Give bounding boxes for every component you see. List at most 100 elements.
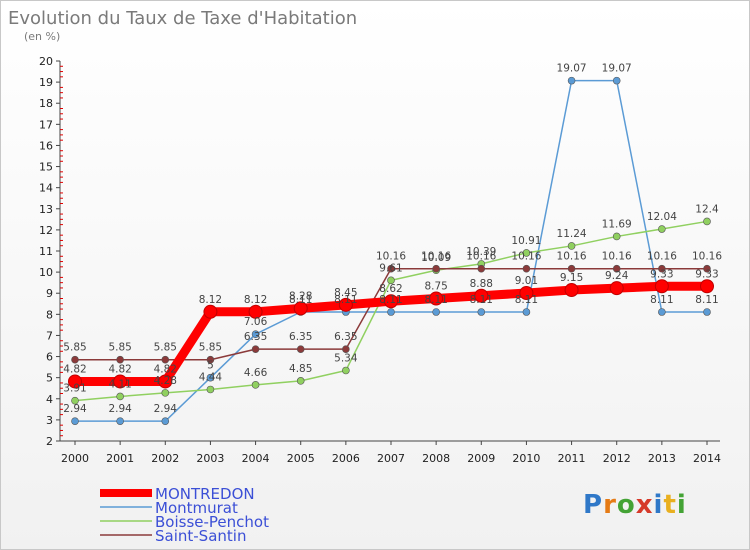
- data-label: 11.69: [602, 218, 632, 230]
- data-point: [71, 417, 79, 425]
- data-point: [522, 249, 531, 257]
- data-label: 4.82: [108, 363, 131, 375]
- data-point: [116, 392, 124, 401]
- data-label: 8.28: [289, 290, 312, 302]
- data-label: 9.33: [650, 268, 673, 280]
- data-point: [251, 345, 260, 353]
- data-label: 3.91: [63, 383, 86, 395]
- data-label: 10.16: [692, 251, 722, 263]
- data-point: [338, 297, 353, 312]
- x-tick-label: 2001: [106, 452, 134, 465]
- data-label: 6.35: [334, 331, 357, 343]
- y-tick-label: 4: [46, 393, 53, 406]
- data-point: [161, 355, 170, 364]
- x-tick-label: 2007: [377, 452, 405, 465]
- data-point: [432, 264, 440, 273]
- data-point: [387, 264, 395, 273]
- data-point: [387, 308, 395, 316]
- data-label: 10.16: [421, 251, 451, 263]
- data-label: 4.44: [199, 371, 223, 383]
- x-tick-label: 2008: [422, 452, 450, 465]
- data-point: [609, 281, 624, 296]
- data-point: [71, 396, 79, 405]
- data-point: [206, 355, 215, 364]
- chart-title: Evolution du Taux de Taxe d'Habitation: [8, 8, 357, 29]
- data-point: [567, 264, 576, 273]
- data-point: [251, 381, 260, 389]
- data-label: 7.06: [244, 316, 268, 328]
- data-label: 10.39: [466, 246, 496, 258]
- data-point: [296, 377, 305, 385]
- data-label: 6.35: [289, 331, 312, 343]
- data-point: [477, 308, 486, 316]
- data-point: [203, 304, 218, 319]
- data-point: [296, 345, 305, 353]
- series-layer: [68, 76, 714, 425]
- data-point: [703, 308, 711, 316]
- data-label: 8.88: [470, 278, 493, 290]
- data-label: 9.61: [379, 262, 402, 274]
- data-labels: 4.82 4.82 4.82 8.12 8.12 8.28 8.45 8.62 8.75 8.88…: [63, 63, 722, 416]
- y-tick-label: 14: [39, 182, 53, 195]
- y-tick-label: 3: [46, 414, 53, 427]
- chart-subtitle: (en %): [24, 30, 60, 43]
- data-point: [251, 330, 260, 338]
- data-point: [567, 242, 576, 250]
- y-tick-label: 9: [46, 287, 53, 300]
- data-label: 2.94: [154, 403, 178, 415]
- data-label: 4.11: [108, 378, 131, 390]
- y-tick-label: 16: [39, 139, 53, 152]
- x-tick-label: 2005: [287, 452, 315, 465]
- data-label: 9.33: [695, 268, 718, 280]
- data-label: 10.16: [511, 251, 541, 263]
- y-tick-label: 19: [39, 76, 53, 89]
- data-label: 8.12: [244, 294, 267, 306]
- x-tick-label: 2004: [242, 452, 270, 465]
- data-label: 8.11: [289, 294, 312, 306]
- data-point: [522, 264, 531, 273]
- data-point: [161, 417, 170, 425]
- y-tick-label: 10: [39, 266, 53, 279]
- data-point: [474, 288, 489, 303]
- x-tick-label: 2010: [512, 452, 540, 465]
- y-tick-label: 2: [46, 435, 53, 448]
- data-label: 5.85: [63, 342, 86, 354]
- data-label: 8.11: [334, 294, 357, 306]
- data-point: [68, 374, 82, 389]
- data-point: [387, 276, 395, 285]
- x-tick-label: 2014: [693, 452, 721, 465]
- data-point: [658, 264, 666, 273]
- data-label: 8.11: [470, 294, 493, 306]
- y-tick-label: 8: [46, 308, 53, 321]
- data-point: [612, 264, 621, 273]
- data-point: [342, 345, 350, 353]
- y-tick-label: 15: [39, 161, 53, 174]
- y-tick-label: 5: [46, 372, 53, 385]
- data-label: 5.85: [108, 342, 131, 354]
- data-label: 8.75: [424, 281, 447, 293]
- x-tick-label: 2013: [648, 452, 676, 465]
- legend-label: Saint-Santin: [155, 527, 246, 545]
- data-label: 5: [207, 360, 214, 372]
- data-point: [567, 76, 576, 85]
- data-point: [658, 308, 666, 316]
- data-point: [612, 76, 621, 85]
- data-point: [293, 301, 308, 316]
- data-label: 9.15: [560, 272, 583, 284]
- data-label: 19.07: [602, 63, 632, 75]
- data-label: 2.94: [108, 403, 132, 415]
- data-label: 6.35: [244, 331, 267, 343]
- legend-label: Montmurat: [155, 499, 238, 517]
- axes: 2 3 4 5 6 7 8 9 10 11 12 13 14 15 16 17 18 19 20 2000 2001 20…: [39, 55, 721, 465]
- data-label: 8.12: [199, 294, 222, 306]
- data-point: [522, 308, 531, 316]
- data-label: 5.85: [154, 342, 177, 354]
- data-point: [700, 279, 714, 294]
- data-point: [658, 225, 666, 233]
- data-label: 10.16: [557, 251, 587, 263]
- data-point: [116, 355, 124, 364]
- series-montredon: [68, 279, 714, 389]
- y-tick-label: 17: [39, 118, 53, 131]
- data-label: 10.16: [466, 251, 496, 263]
